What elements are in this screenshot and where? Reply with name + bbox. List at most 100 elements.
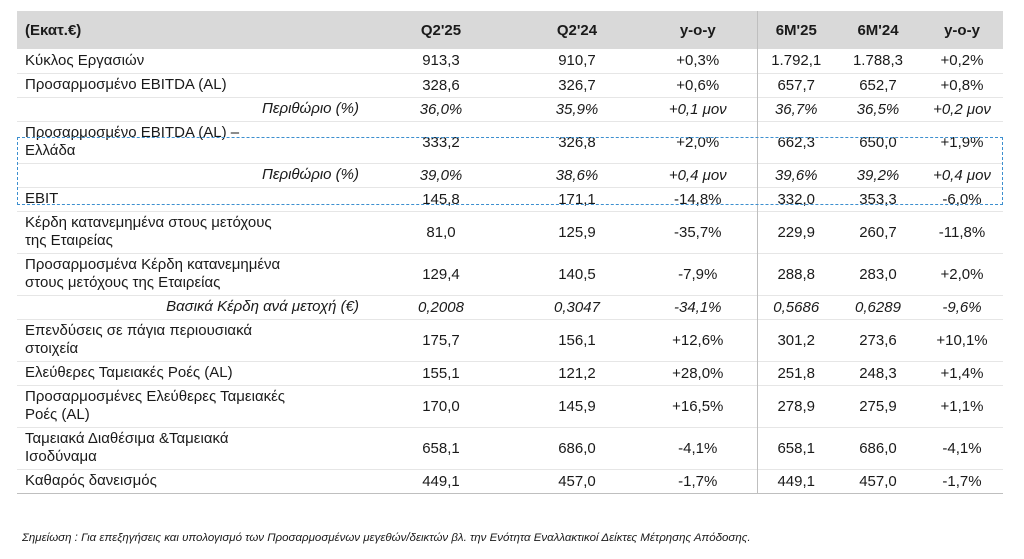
- value-q2-25: 39,0%: [419, 166, 463, 184]
- table-row: Προσαρμοσμένες Ελεύθερες Ταμειακές Ροές (…: [17, 385, 1003, 427]
- value-q2-24: 910,7: [558, 52, 596, 70]
- value-q2-24: 140,5: [558, 265, 596, 283]
- header-col-yoy-quarter: y-o-y: [639, 11, 757, 49]
- value-yoy-quarter: +12,6%: [672, 331, 724, 349]
- value-q2-25: 81,0: [426, 223, 456, 241]
- value-yoy-quarter: +0,6%: [676, 76, 720, 94]
- row-label-line: EBIT: [25, 190, 59, 207]
- value-q2-24: 326,8: [558, 133, 596, 151]
- table-row: Περιθώριο (%) 36,0% 35,9% +0,1 μον 36,7% 36,5…: [17, 97, 1003, 121]
- value-q2-25: 913,3: [422, 52, 460, 70]
- value-6m-24: 457,0: [859, 472, 897, 490]
- table-row: Κύκλος Εργασιών 913,3 910,7 +0,3% 1.792,1 1.7…: [17, 49, 1003, 73]
- value-q2-25: 658,1: [422, 439, 460, 457]
- value-q2-24: 145,9: [558, 397, 596, 415]
- value-q2-24: 35,9%: [555, 100, 599, 118]
- value-q2-25: 170,0: [422, 397, 460, 415]
- row-label: Περιθώριο (%): [17, 163, 367, 187]
- value-yoy-half: +0,4 μον: [933, 166, 991, 184]
- value-q2-24: 38,6%: [555, 166, 599, 184]
- value-q2-25: 155,1: [422, 364, 460, 382]
- value-q2-24: 326,7: [558, 76, 596, 94]
- value-6m-25: 36,7%: [756, 97, 835, 121]
- table-row: Ταμειακά Διαθέσιμα &Ταμειακά Ισοδύναμα 658…: [17, 427, 1003, 469]
- row-label-line: της Εταιρείας: [25, 232, 113, 249]
- value-yoy-half: +2,0%: [940, 265, 984, 283]
- value-6m-24: 36,5%: [856, 100, 900, 118]
- table-row: Περιθώριο (%) 39,0% 38,6% +0,4 μον 39,6% 39,2…: [17, 163, 1003, 187]
- value-q2-25: 175,7: [422, 331, 460, 349]
- value-6m-25: 658,1: [756, 427, 835, 469]
- table-header-row: (Εκατ.€) Q2'25 Q2'24 y-o-y 6M'25 6M'24 y…: [17, 11, 1003, 49]
- table-row: Καθαρός δανεισμός 449,1 457,0 -1,7% 449,1 457…: [17, 469, 1003, 493]
- value-yoy-half: +1,4%: [940, 364, 984, 382]
- footnote-prefix: Σημείωση :: [22, 532, 78, 544]
- value-q2-24: 121,2: [558, 364, 596, 382]
- value-yoy-half: +0,2%: [940, 52, 984, 70]
- row-label-line: Προσαρμοσμένες Ελεύθερες Ταμειακές: [25, 388, 286, 405]
- value-6m-24: 652,7: [859, 76, 897, 94]
- row-label-line: Ταμειακά Διαθέσιμα &Ταμειακά: [25, 430, 229, 447]
- table-row: Ελεύθερες Ταμειακές Ροές (AL) 155,1 121,2 +…: [17, 361, 1003, 385]
- row-label: Προσαρμοσμένο EBITDA (AL) – Ελλάδα: [17, 121, 367, 163]
- value-6m-24: 260,7: [859, 223, 897, 241]
- value-6m-24: 273,6: [859, 331, 897, 349]
- value-q2-25: 0,2008: [418, 298, 464, 316]
- value-6m-25: 278,9: [756, 385, 835, 427]
- row-label: Προσαρμοσμένο EBITDA (AL): [17, 73, 367, 97]
- value-q2-25: 36,0%: [419, 100, 463, 118]
- value-yoy-quarter: -4,1%: [678, 439, 718, 457]
- row-label-line: Προσαρμοσμένα Κέρδη κατανεμημένα: [25, 256, 281, 273]
- row-label: Επενδύσεις σε πάγια περιουσιακά στοιχεία: [17, 319, 367, 361]
- footnote: Σημείωση : Για επεξηγήσεις και υπολογισμ…: [22, 532, 751, 544]
- row-label: Προσαρμοσμένα Κέρδη κατανεμημένα στους με…: [17, 253, 367, 295]
- value-6m-25: 229,9: [756, 211, 835, 253]
- row-label-line: Καθαρός δανεισμός: [25, 472, 157, 489]
- value-6m-24: 0,6289: [855, 298, 901, 316]
- value-yoy-half: +1,9%: [940, 133, 984, 151]
- table-body: Κύκλος Εργασιών 913,3 910,7 +0,3% 1.792,1 1.7…: [17, 49, 1003, 493]
- value-yoy-half: -4,1%: [942, 439, 982, 457]
- value-yoy-half: +0,2 μον: [933, 100, 991, 118]
- row-label-line: Κέρδη κατανεμημένα στους μετόχους: [25, 214, 272, 231]
- row-label: Καθαρός δανεισμός: [17, 469, 367, 493]
- row-label-line: Κύκλος Εργασιών: [25, 51, 145, 69]
- header-units-label: (Εκατ.€): [17, 11, 367, 49]
- value-6m-25: 39,6%: [756, 163, 835, 187]
- value-6m-25: 251,8: [756, 361, 835, 385]
- value-6m-24: 1.788,3: [852, 52, 904, 70]
- value-6m-24: 686,0: [859, 439, 897, 457]
- value-6m-25: 657,7: [756, 73, 835, 97]
- value-q2-24: 171,1: [558, 190, 596, 208]
- value-q2-25: 145,8: [422, 190, 460, 208]
- row-label: Περιθώριο (%): [17, 97, 367, 121]
- value-yoy-half: +1,1%: [940, 397, 984, 415]
- row-label-line: Περιθώριο (%): [262, 166, 359, 183]
- table-row: Προσαρμοσμένα Κέρδη κατανεμημένα στους με…: [17, 253, 1003, 295]
- row-label-line: Ροές (AL): [25, 406, 90, 423]
- value-yoy-half: +10,1%: [936, 331, 988, 349]
- financial-table-container: (Εκατ.€) Q2'25 Q2'24 y-o-y 6M'25 6M'24 y…: [17, 11, 1003, 494]
- value-q2-24: 156,1: [558, 331, 596, 349]
- value-6m-24: 248,3: [859, 364, 897, 382]
- value-6m-25: 449,1: [756, 469, 835, 493]
- value-6m-24: 650,0: [859, 133, 897, 151]
- value-6m-25: 301,2: [756, 319, 835, 361]
- value-yoy-quarter: -34,1%: [673, 298, 722, 316]
- value-yoy-quarter: +16,5%: [672, 397, 724, 415]
- row-label-line: Ισοδύναμα: [25, 448, 97, 465]
- value-yoy-quarter: +0,1 μον: [668, 100, 727, 118]
- value-yoy-quarter: -14,8%: [673, 190, 722, 208]
- row-label-line: Βασικά Κέρδη ανά μετοχή (€): [166, 298, 359, 315]
- row-label: Βασικά Κέρδη ανά μετοχή (€): [17, 295, 367, 319]
- row-label-line: Προσαρμοσμένο EBITDA (AL) –: [25, 124, 240, 141]
- header-col-6m-24: 6M'24: [835, 11, 921, 49]
- table-row: Προσαρμοσμένο EBITDA (AL) 328,6 326,7 +0,6%…: [17, 73, 1003, 97]
- value-yoy-half: -1,7%: [942, 472, 982, 490]
- row-label-line: Επενδύσεις σε πάγια περιουσιακά: [25, 322, 253, 339]
- header-col-q2-24: Q2'24: [515, 11, 639, 49]
- table-row: Επενδύσεις σε πάγια περιουσιακά στοιχεία 1…: [17, 319, 1003, 361]
- value-yoy-quarter: +0,4 μον: [668, 166, 727, 184]
- value-yoy-quarter: -1,7%: [678, 472, 718, 490]
- value-6m-24: 39,2%: [856, 166, 900, 184]
